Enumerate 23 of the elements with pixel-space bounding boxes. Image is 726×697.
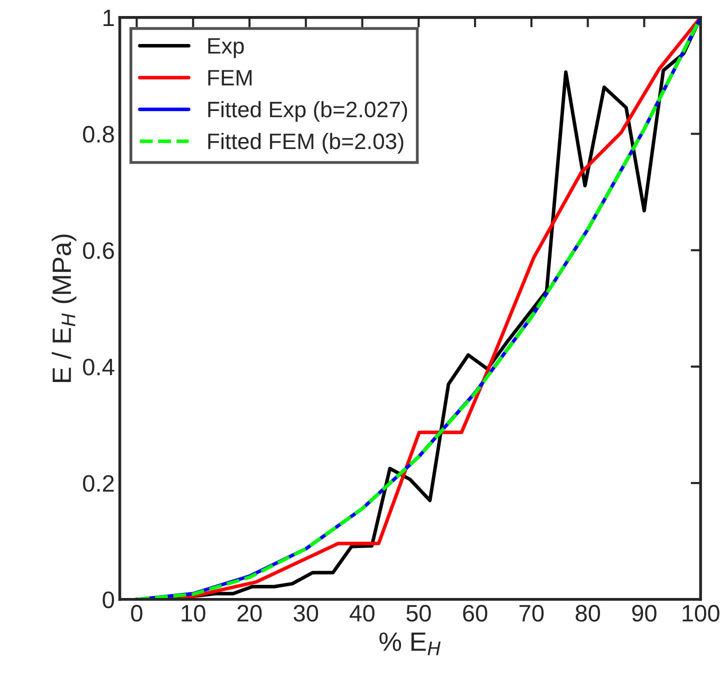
x-axis-title: % E$_{H}$ [379,632,441,656]
x-tick-label: 30 [294,604,318,622]
x-tick-label: 10 [182,604,206,622]
x-tick-label: 90 [632,604,656,622]
y-tick-label: 1 [104,10,114,26]
x-tick-label: 40 [350,604,374,622]
x-tick-label: 100 [682,604,720,622]
x-tick-label: 0 [131,604,142,622]
x-tick-label: 20 [238,604,262,622]
y-tick-label: 0.2 [83,475,114,492]
y-tick-label: 0 [102,591,114,608]
y-tick-label: 0.8 [83,126,114,143]
x-tick-label: 50 [406,604,431,622]
legend-label: Fitted FEM (b=2.03) [208,132,404,154]
y-axis-title: E / E$_{H}$ (MPa) [52,234,76,382]
x-tick-label: 60 [463,604,488,622]
y-tick-label: 0.4 [83,358,114,376]
legend-label: Fitted Exp (b=2.027) [208,101,408,122]
legend-label: Exp [208,38,244,58]
legend-label: FEM [208,70,252,86]
x-tick-label: 80 [576,604,600,622]
x-tick-label: 70 [520,604,544,622]
y-tick-label: 0.6 [83,242,114,260]
